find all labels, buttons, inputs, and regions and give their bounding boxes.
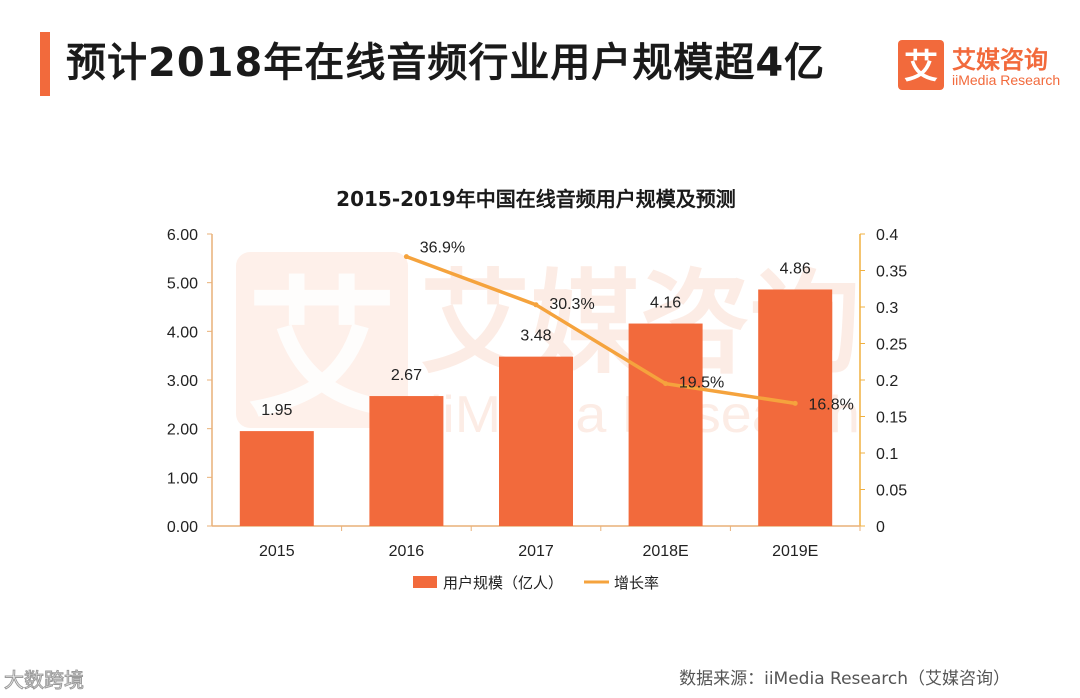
chart-title: 2015-2019年中国在线音频用户规模及预测: [336, 187, 736, 211]
title-accent-bar: [40, 32, 50, 96]
y-right-tick-label: 0.15: [876, 410, 907, 427]
brand-name-cn: 艾媒咨询: [952, 46, 1048, 74]
y-left-tick-label: 4.00: [167, 324, 198, 341]
bar: [628, 323, 703, 526]
legend-line-label: 增长率: [614, 574, 659, 592]
x-tick-label: 2016: [389, 543, 425, 560]
growth-line: [405, 254, 796, 406]
y-left-tick-label: 2.00: [167, 422, 198, 439]
growth-point: [403, 254, 409, 260]
y-right-tick-label: 0.05: [876, 483, 907, 500]
brand-logo-icon: 艾: [898, 40, 944, 90]
y-left-tick-label: 6.00: [167, 227, 198, 244]
bar-value-label: 1.95: [261, 402, 292, 419]
brand-name-en: iiMedia Research: [952, 72, 1061, 88]
bar-value-label: 3.48: [520, 328, 551, 345]
growth-value-label: 19.5%: [679, 375, 724, 392]
y-right-tick-label: 0.4: [876, 227, 898, 244]
y-right-tick-label: 0.1: [876, 446, 898, 463]
bar-value-label: 4.16: [650, 295, 681, 312]
x-tick-label: 2018E: [642, 543, 688, 560]
brand-logo-char: 艾: [904, 47, 938, 87]
bar: [499, 356, 573, 526]
y-left-tick-label: 0.00: [167, 519, 198, 536]
y-left-tick-label: 5.00: [167, 276, 198, 293]
growth-value-label: 16.8%: [809, 396, 854, 413]
y-right-tick-label: 0.2: [876, 373, 898, 390]
x-tick-label: 2015: [259, 543, 295, 560]
y-right-tick-label: 0.35: [876, 264, 907, 281]
growth-value-label: 30.3%: [549, 296, 594, 313]
y-right-tick-label: 0: [876, 519, 885, 536]
legend-bar-label: 用户规模（亿人）: [443, 574, 563, 592]
corner-watermark: 大数跨境: [4, 668, 85, 693]
x-tick-label: 2017: [518, 543, 554, 560]
growth-point: [533, 302, 539, 308]
y-right-tick-label: 0.3: [876, 300, 898, 317]
bar: [758, 289, 833, 526]
brand-logo-block: 艾 艾媒咨询 iiMedia Research: [898, 40, 1074, 92]
watermark-logo-box: [236, 252, 408, 428]
growth-point: [663, 381, 669, 387]
x-tick-label: 2019E: [772, 543, 818, 560]
growth-value-label: 36.9%: [420, 240, 465, 257]
page-title: 预计2018年在线音频行业用户规模超4亿: [66, 40, 826, 86]
y-left-tick-label: 3.00: [167, 373, 198, 390]
y-left-tick-label: 1.00: [167, 470, 198, 487]
data-source: 数据来源：iiMedia Research（艾媒咨询）: [679, 669, 1010, 689]
growth-point: [792, 400, 798, 406]
bar: [239, 431, 314, 526]
bar-value-label: 4.86: [780, 260, 811, 277]
bar-value-label: 2.67: [391, 367, 422, 384]
y-right-tick-label: 0.25: [876, 337, 907, 354]
bar: [369, 396, 444, 526]
legend-bar-swatch: [413, 576, 437, 588]
